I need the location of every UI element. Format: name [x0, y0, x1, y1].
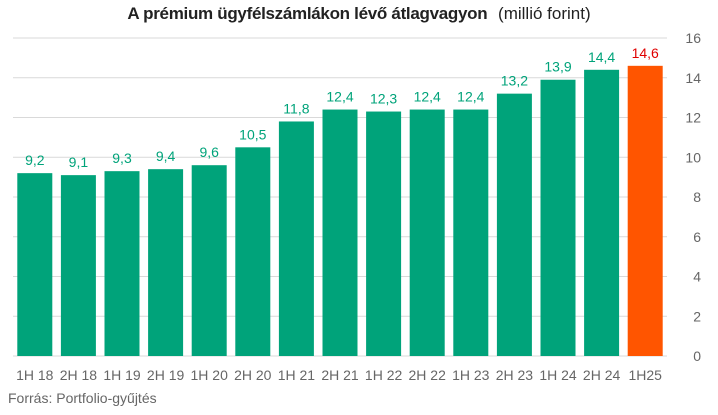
- bar: [496, 93, 532, 357]
- data-label: 10,5: [239, 126, 266, 142]
- source-note: Forrás: Portfolio-gyűjtés: [8, 390, 157, 406]
- bar: [17, 173, 53, 356]
- bar: [540, 79, 576, 357]
- data-label: 9,3: [112, 150, 132, 166]
- x-tick-label: 1H 21: [278, 367, 316, 383]
- y-tick-label: 8: [693, 189, 701, 205]
- y-tick-label: 6: [693, 229, 701, 245]
- chart-unit-label: (millió forint): [498, 4, 591, 23]
- y-tick-label: 14: [685, 70, 701, 86]
- x-tick-label: 1H 19: [103, 367, 141, 383]
- chart-title: A prémium ügyfélszámlákon lévő átlagvagy…: [127, 4, 488, 23]
- bar: [366, 111, 402, 356]
- x-tick-label: 1H 18: [16, 367, 54, 383]
- bar: [322, 109, 358, 356]
- y-tick-label: 16: [685, 30, 701, 46]
- chart-title-row: A prémium ügyfélszámlákon lévő átlagvagy…: [0, 4, 718, 24]
- bar: [60, 175, 96, 356]
- data-label: 12,4: [414, 89, 441, 105]
- data-label: 9,4: [156, 148, 176, 164]
- data-label: 9,6: [199, 144, 219, 160]
- x-tick-label: 1H 22: [365, 367, 403, 383]
- data-label: 13,9: [544, 59, 571, 75]
- bar: [627, 65, 663, 356]
- y-tick-label: 10: [685, 149, 701, 165]
- bar: [409, 109, 445, 356]
- bar: [584, 69, 620, 357]
- bar: [191, 165, 227, 356]
- bar: [278, 121, 314, 356]
- bar: [235, 147, 271, 356]
- x-tick-label: 2H 20: [234, 367, 272, 383]
- data-label: 14,6: [632, 45, 659, 61]
- data-label: 12,4: [326, 89, 353, 105]
- x-tick-label: 2H 19: [147, 367, 185, 383]
- data-label: 11,8: [283, 100, 309, 116]
- bar: [104, 171, 140, 356]
- y-tick-label: 12: [685, 110, 701, 126]
- x-tick-label: 2H 18: [60, 367, 98, 383]
- x-tick-label: 1H 24: [539, 367, 577, 383]
- y-tick-label: 2: [693, 308, 701, 324]
- x-tick-label: 2H 23: [496, 367, 534, 383]
- x-tick-label: 2H 24: [583, 367, 621, 383]
- bar: [453, 109, 489, 356]
- data-label: 12,4: [457, 89, 484, 105]
- data-label: 13,2: [501, 73, 528, 89]
- y-tick-label: 4: [693, 269, 701, 285]
- data-label: 12,3: [370, 91, 397, 107]
- x-tick-label: 2H 22: [409, 367, 447, 383]
- x-tick-label: 1H 23: [452, 367, 490, 383]
- x-tick-label: 2H 21: [321, 367, 359, 383]
- data-label: 9,1: [69, 154, 89, 170]
- y-tick-label: 0: [693, 348, 701, 364]
- bar: [148, 169, 184, 356]
- x-tick-label: 1H25: [628, 367, 662, 383]
- data-label: 14,4: [588, 49, 615, 65]
- x-tick-label: 1H 20: [191, 367, 229, 383]
- data-label: 9,2: [25, 152, 45, 168]
